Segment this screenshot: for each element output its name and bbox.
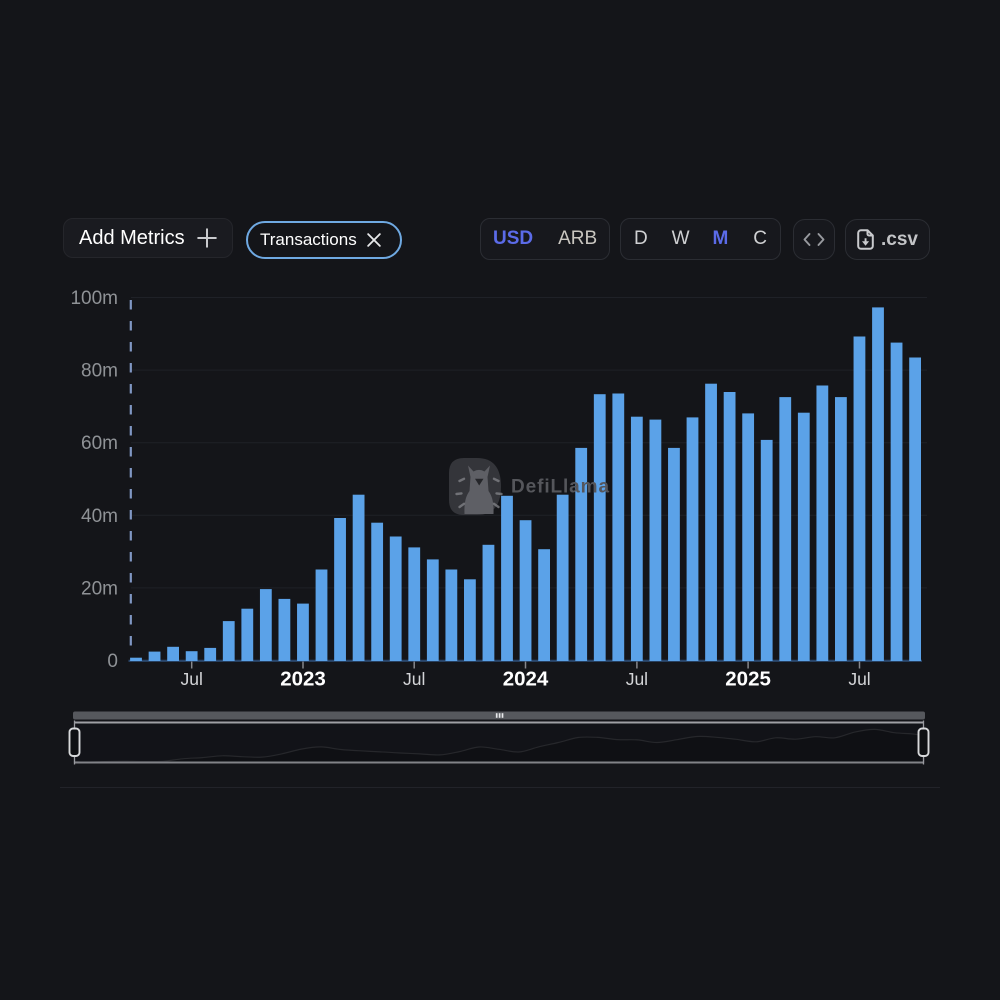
svg-text:0: 0 (107, 651, 118, 672)
svg-text:80m: 80m (81, 361, 118, 382)
svg-text:Jul: Jul (848, 669, 870, 689)
svg-text:Jul: Jul (626, 669, 648, 689)
svg-text:100m: 100m (70, 288, 118, 309)
svg-text:40m: 40m (81, 506, 118, 527)
svg-text:DefiLlama: DefiLlama (511, 477, 610, 498)
svg-text:2024: 2024 (503, 668, 549, 691)
svg-text:2023: 2023 (280, 668, 326, 691)
svg-text:Jul: Jul (181, 669, 203, 689)
svg-text:Jul: Jul (403, 669, 425, 689)
svg-text:2025: 2025 (725, 668, 771, 691)
svg-text:60m: 60m (81, 433, 118, 454)
svg-text:20m: 20m (81, 578, 118, 599)
